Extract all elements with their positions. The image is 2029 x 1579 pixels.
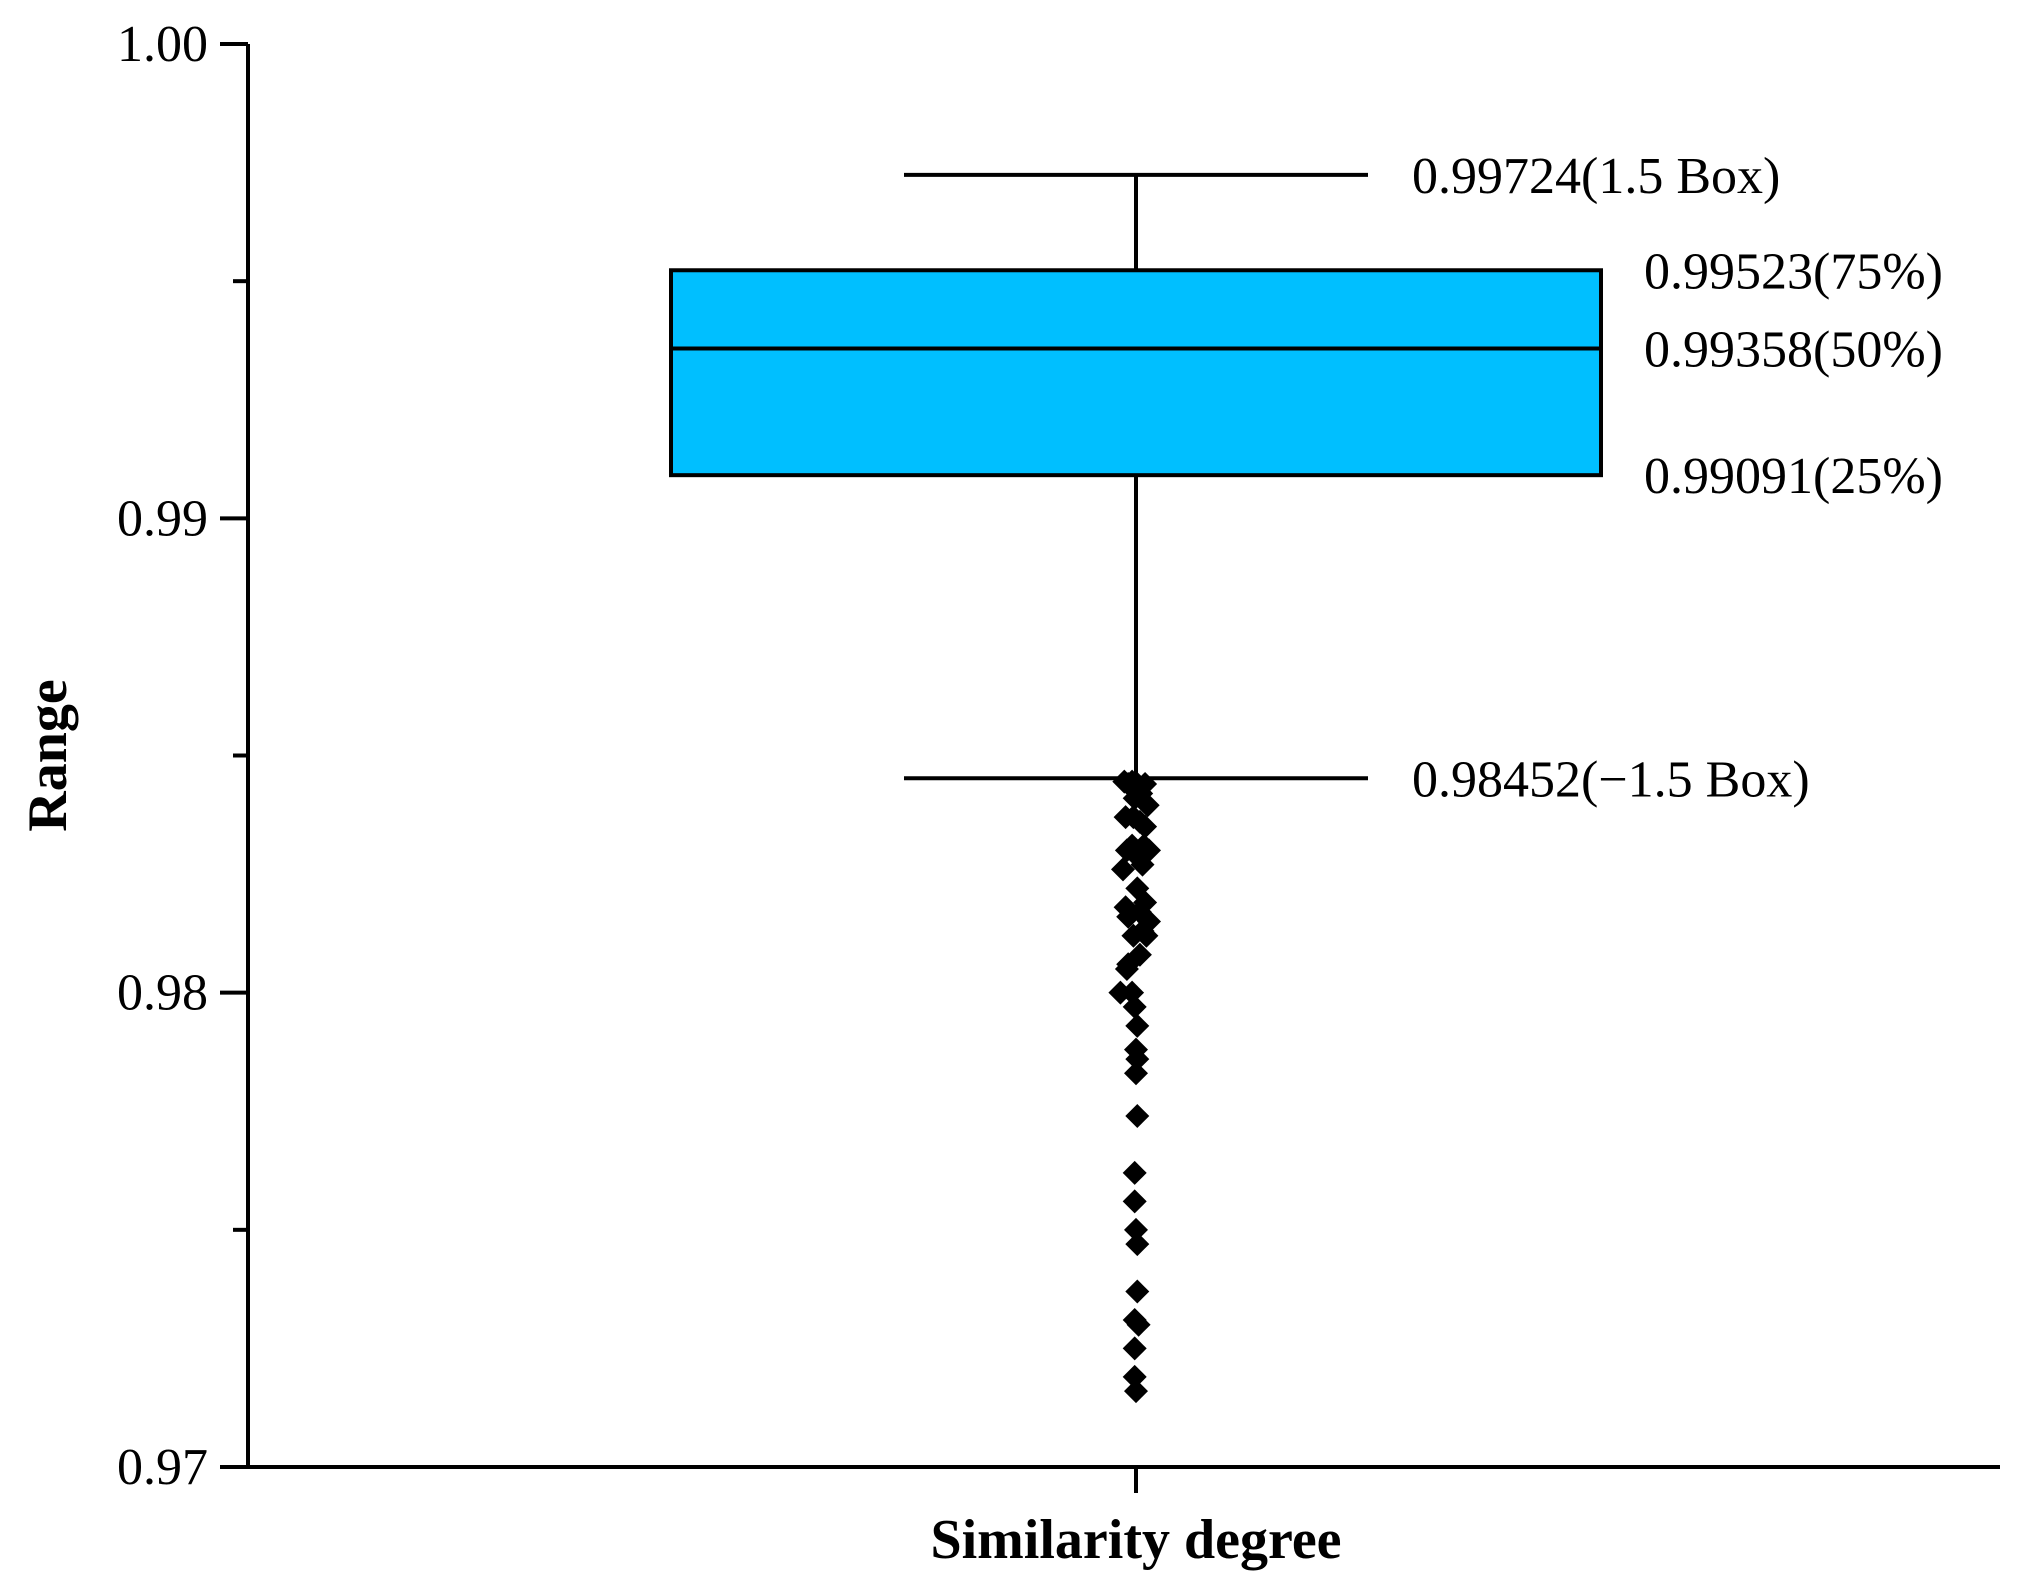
outlier-point-26 xyxy=(1121,923,1146,948)
outlier-point-7 xyxy=(1135,793,1160,818)
outlier-point-34 xyxy=(1125,1013,1150,1038)
outlier-point-47 xyxy=(1122,1364,1147,1389)
outlier-point-42 xyxy=(1125,1232,1150,1257)
outlier-point-18 xyxy=(1130,852,1155,877)
outlier-point-40 xyxy=(1122,1189,1147,1214)
outlier-points xyxy=(1108,769,1161,1404)
annotation-label-0: 0.99724(1.5 Box) xyxy=(1412,148,1780,205)
outlier-point-27 xyxy=(1134,923,1159,948)
box-group xyxy=(669,172,1603,781)
annotations: 0.99724(1.5 Box) 0.99523(75%) 0.99358(50%)… xyxy=(1412,148,1943,808)
y-tick-label-2: 0.98 xyxy=(117,965,208,1022)
outlier-point-17 xyxy=(1111,857,1135,882)
annotation-label-1: 0.99523(75%) xyxy=(1644,243,1943,300)
y-ticks: 1.00 0.99 0.98 0.97 xyxy=(117,16,248,1496)
y-tick-label-3: 0.97 xyxy=(117,1439,208,1496)
annotation-label-3: 0.99091(25%) xyxy=(1644,448,1943,505)
outlier-point-11 xyxy=(1133,814,1158,839)
outlier-point-46 xyxy=(1122,1336,1147,1361)
outlier-point-16 xyxy=(1114,838,1139,863)
outlier-point-48 xyxy=(1124,1379,1148,1404)
outlier-point-37 xyxy=(1124,1061,1148,1086)
outlier-point-41 xyxy=(1124,1217,1148,1242)
outlier-point-45 xyxy=(1126,1312,1151,1337)
outlier-point-39 xyxy=(1122,1160,1147,1185)
outlier-point-36 xyxy=(1125,1047,1150,1072)
outlier-point-43 xyxy=(1125,1279,1150,1304)
outlier-point-32 xyxy=(1108,980,1133,1005)
y-tick-label-1: 0.99 xyxy=(117,490,208,547)
annotation-label-2: 0.99358(50%) xyxy=(1644,322,1943,379)
y-tick-label-0: 1.00 xyxy=(117,16,208,73)
y-axis-title: Range xyxy=(17,679,79,831)
outlier-point-33 xyxy=(1122,994,1147,1019)
annotation-label-4: 0.98452(−1.5 Box) xyxy=(1412,751,1810,808)
outlier-point-30 xyxy=(1114,956,1139,981)
iqr-box xyxy=(669,268,1603,478)
x-axis-title: Similarity degree xyxy=(930,1509,1341,1571)
outlier-point-38 xyxy=(1125,1103,1150,1128)
